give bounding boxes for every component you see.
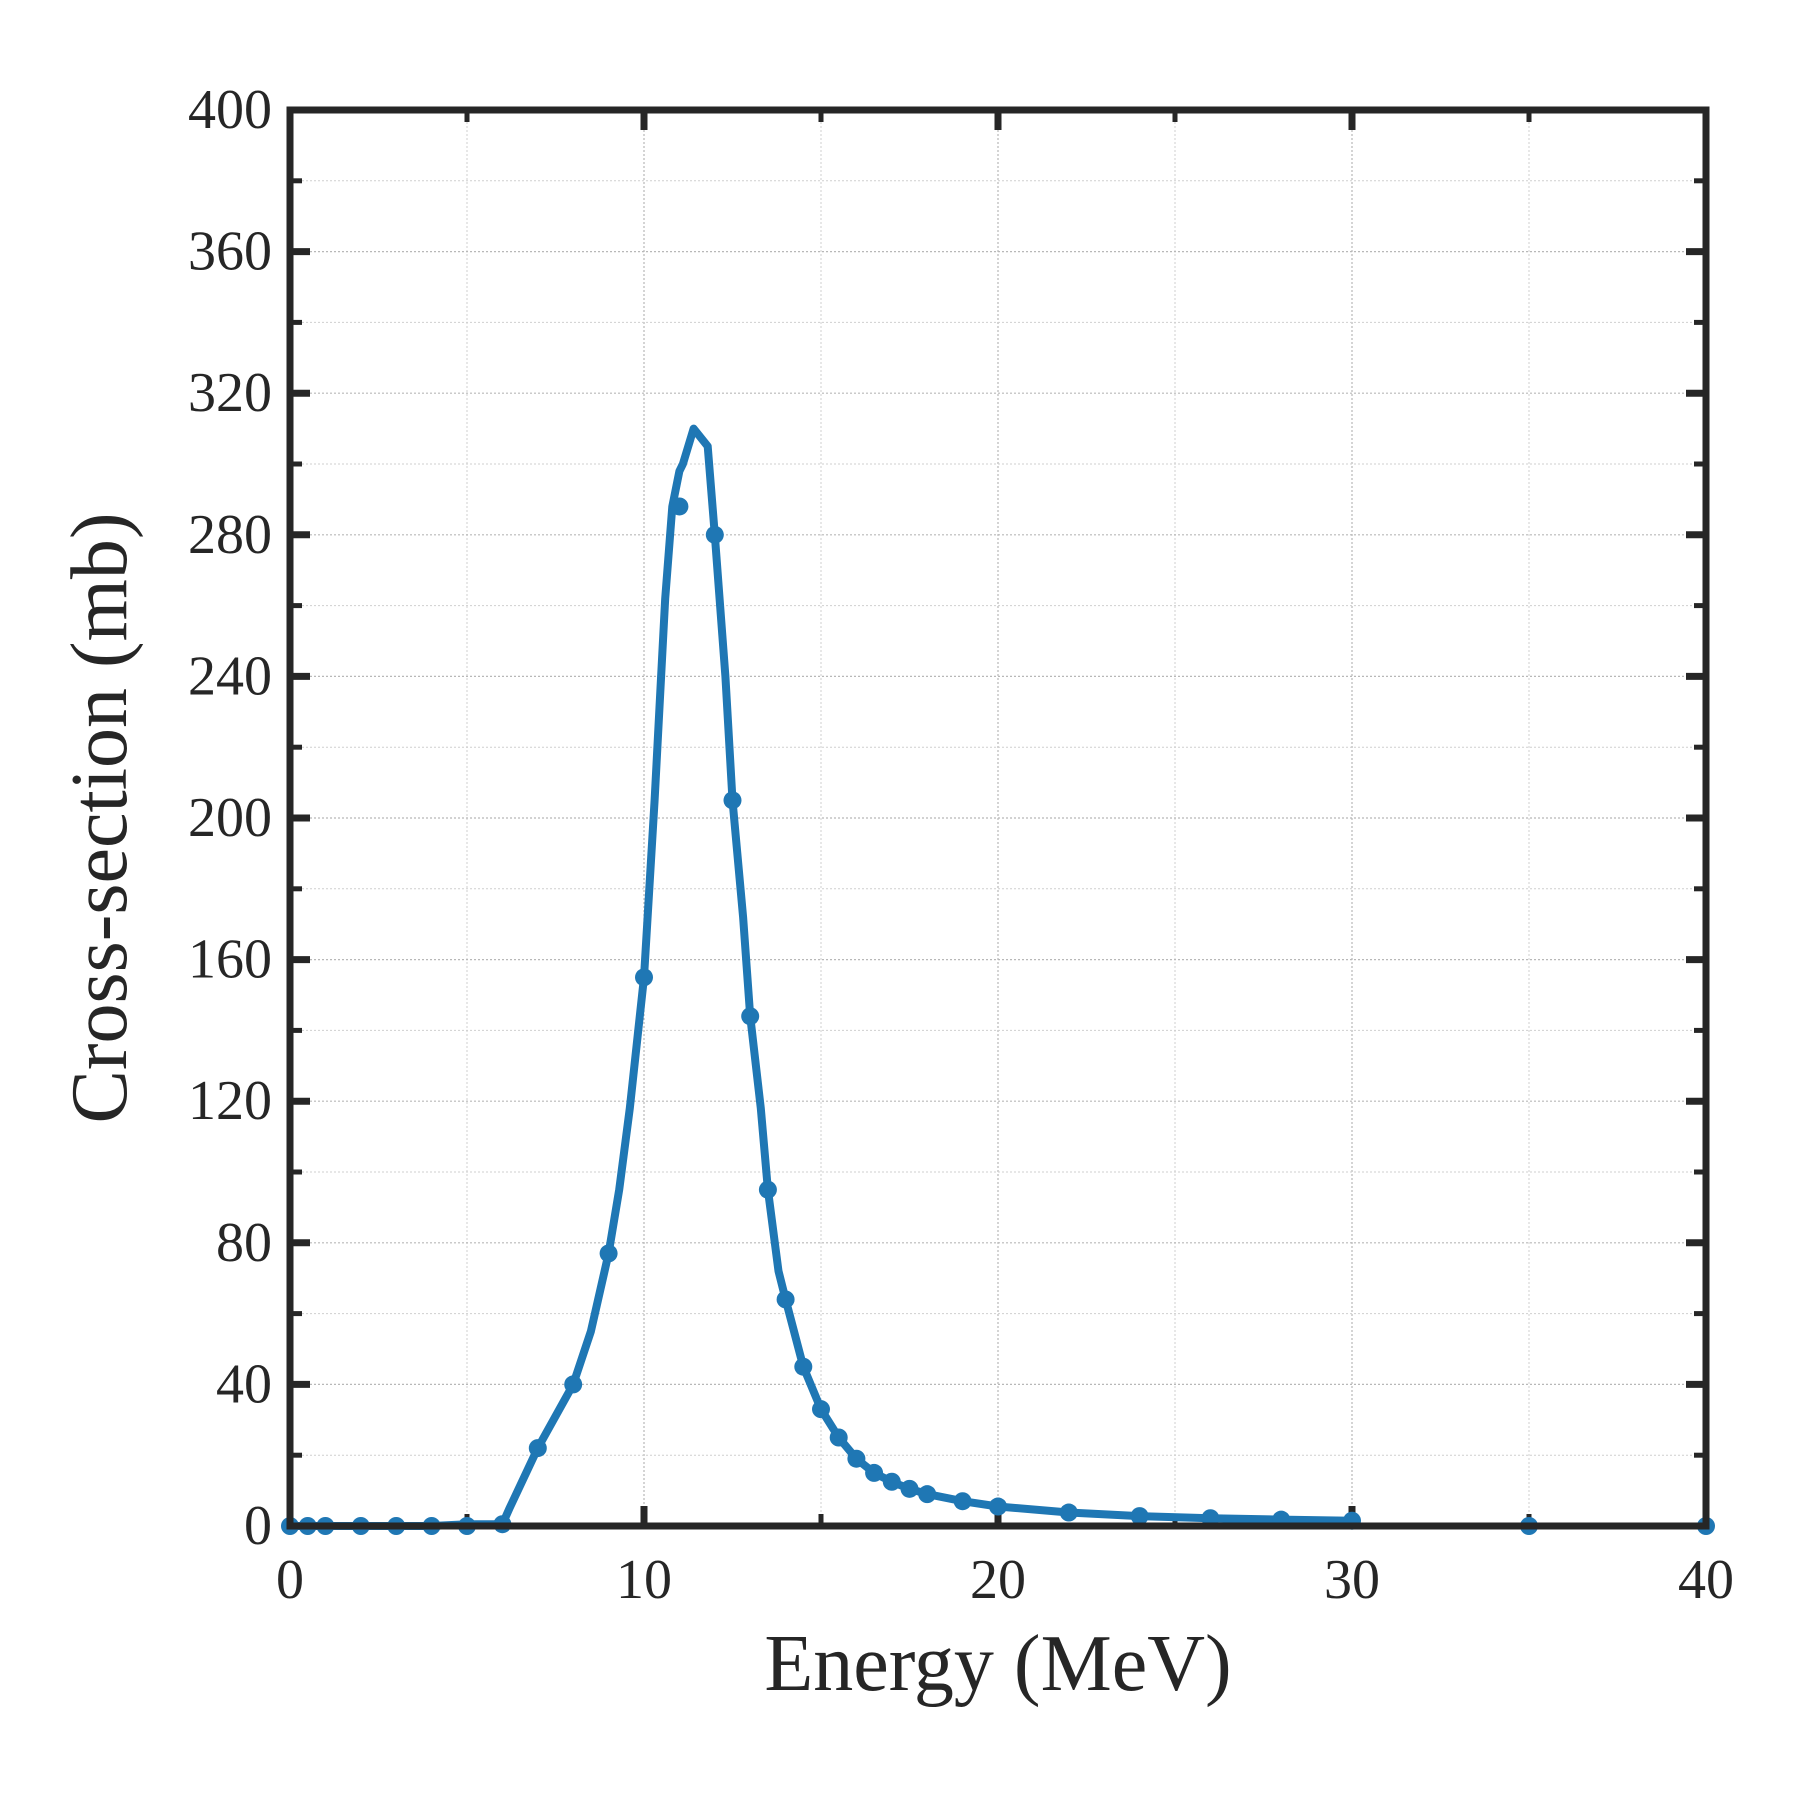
series-line-group <box>286 424 1356 1530</box>
data-point <box>989 1497 1007 1516</box>
data-point <box>882 1472 901 1491</box>
data-point <box>1130 1507 1149 1526</box>
y-tick-label: 160 <box>188 929 272 991</box>
data-point <box>723 791 742 810</box>
data-point <box>758 1180 777 1199</box>
y-tick-label: 320 <box>188 362 272 424</box>
data-point <box>953 1492 972 1511</box>
data-point <box>865 1463 884 1482</box>
x-tick-label: 40 <box>1678 1549 1734 1611</box>
y-tick-label: 400 <box>188 79 272 141</box>
series-line <box>286 424 1356 1530</box>
data-point <box>705 525 724 544</box>
y-axis-label: Cross-section (mb) <box>56 512 144 1123</box>
x-axis-label: Energy (MeV) <box>764 1620 1231 1708</box>
x-tick-label: 20 <box>970 1549 1026 1611</box>
data-point <box>741 1007 760 1026</box>
data-point <box>847 1449 866 1468</box>
x-tick-label: 10 <box>616 1549 672 1611</box>
y-tick-label: 240 <box>188 645 272 707</box>
x-tick-label: 30 <box>1324 1549 1380 1611</box>
data-point <box>918 1485 937 1504</box>
data-point <box>564 1375 583 1394</box>
y-tick-label: 280 <box>188 504 272 566</box>
y-tick-label: 200 <box>188 787 272 849</box>
y-tick-label: 80 <box>216 1212 272 1274</box>
data-point <box>812 1400 830 1419</box>
y-tick-label: 40 <box>216 1353 272 1415</box>
y-tick-label: 120 <box>188 1070 272 1132</box>
y-tick-label: 0 <box>244 1495 272 1557</box>
data-point <box>528 1439 547 1458</box>
y-tick-label: 360 <box>188 221 272 283</box>
grid <box>290 110 1706 1526</box>
data-point <box>1059 1503 1078 1522</box>
data-point <box>599 1244 618 1263</box>
data-point <box>900 1479 919 1498</box>
data-point <box>670 497 689 516</box>
data-point <box>829 1428 848 1447</box>
x-tick-labels: 0 10 20 30 40 <box>276 1549 1734 1611</box>
data-point <box>635 968 653 987</box>
plot-frame <box>286 106 1710 1530</box>
data-point <box>794 1357 813 1376</box>
x-tick-label: 0 <box>276 1549 304 1611</box>
y-tick-labels: 0 40 80 120 160 200 240 280 320 360 400 <box>188 79 272 1557</box>
data-point <box>776 1290 795 1309</box>
